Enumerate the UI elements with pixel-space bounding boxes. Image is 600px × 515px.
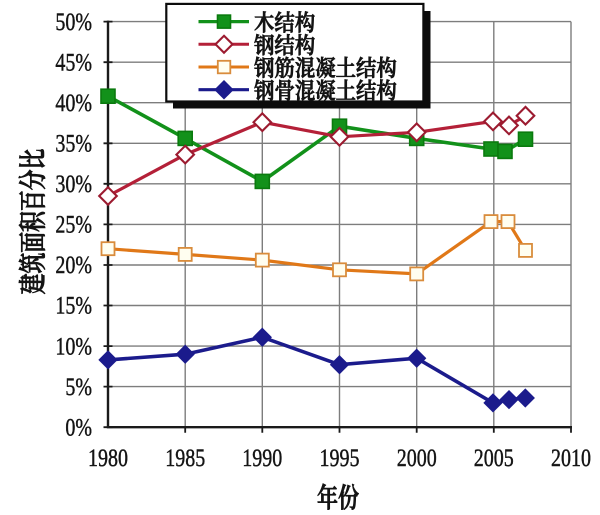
svg-text:50%: 50% — [55, 8, 92, 36]
svg-text:2010: 2010 — [551, 444, 591, 472]
svg-text:20%: 20% — [55, 251, 92, 279]
svg-text:1995: 1995 — [320, 444, 360, 472]
svg-text:0%: 0% — [65, 413, 92, 441]
svg-text:2005: 2005 — [474, 444, 514, 472]
svg-text:5%: 5% — [65, 373, 92, 401]
svg-text:1980: 1980 — [88, 444, 128, 472]
svg-text:40%: 40% — [55, 89, 92, 117]
svg-text:30%: 30% — [55, 170, 92, 198]
svg-text:15%: 15% — [55, 292, 92, 320]
svg-text:10%: 10% — [55, 332, 92, 360]
svg-text:35%: 35% — [55, 129, 92, 157]
svg-text:25%: 25% — [55, 211, 92, 239]
svg-text:1985: 1985 — [165, 444, 205, 472]
svg-text:45%: 45% — [55, 48, 92, 76]
svg-text:2000: 2000 — [397, 444, 437, 472]
svg-text:1990: 1990 — [242, 444, 282, 472]
